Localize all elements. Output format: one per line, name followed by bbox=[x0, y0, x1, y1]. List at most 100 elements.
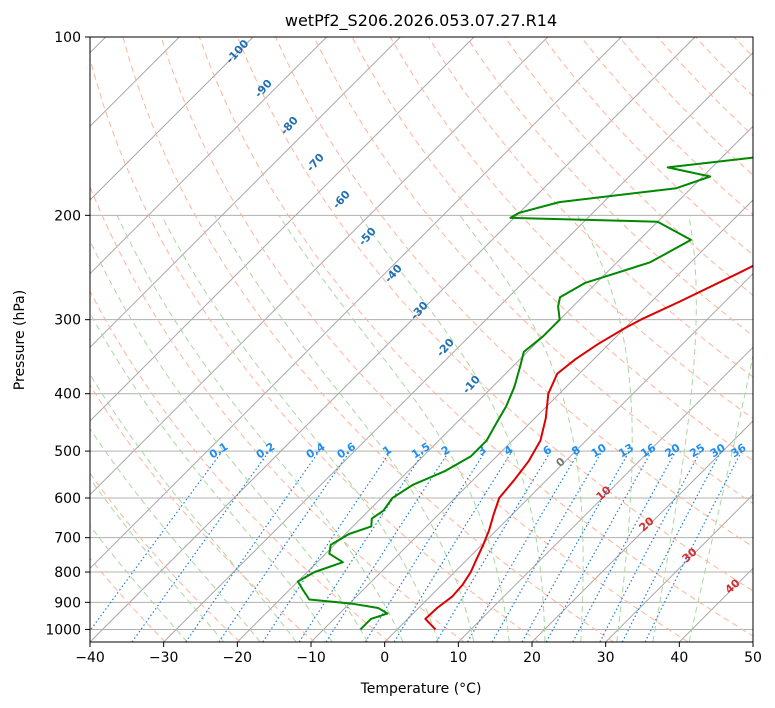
moist-adiabat-label: 20 bbox=[637, 514, 657, 534]
moist-adiabat-line bbox=[90, 239, 369, 642]
isotherm-line bbox=[752, 641, 753, 642]
isotherm-line bbox=[310, 199, 753, 642]
dry-adiabat-line bbox=[90, 56, 540, 642]
mixing-ratio-label: 6 bbox=[541, 443, 555, 458]
y-tick-label: 300 bbox=[54, 313, 81, 329]
dry-adiabat-label: -30 bbox=[408, 299, 431, 323]
isotherm-line bbox=[531, 420, 753, 642]
dry-adiabat-line bbox=[198, 37, 753, 637]
y-tick-label: 900 bbox=[54, 595, 81, 611]
moist-adiabat-label: 40 bbox=[723, 576, 743, 596]
x-tick-label: 0 bbox=[380, 650, 389, 666]
isotherm-line bbox=[457, 346, 753, 642]
x-tick-label: 10 bbox=[449, 650, 467, 666]
dry-adiabat-line bbox=[695, 37, 753, 97]
mixing-ratio-line bbox=[298, 450, 425, 642]
dry-adiabat-line bbox=[160, 37, 689, 642]
dry-adiabat-line bbox=[90, 472, 241, 642]
x-tick-label: −10 bbox=[296, 650, 326, 666]
dry-adiabat-label: -80 bbox=[278, 114, 301, 138]
moist-adiabat-line bbox=[90, 373, 297, 642]
dry-adiabat-label: -70 bbox=[304, 151, 327, 175]
dry-adiabat-label: -50 bbox=[356, 225, 379, 249]
mixing-ratio-line bbox=[435, 450, 552, 642]
isotherm-line bbox=[90, 37, 549, 496]
y-tick-label: 500 bbox=[54, 444, 81, 460]
mixing-ratio-label: 1.5 bbox=[409, 440, 432, 461]
x-tick-label: −20 bbox=[223, 650, 253, 666]
mixing-ratio-line bbox=[185, 450, 320, 642]
dry-adiabat-line bbox=[657, 37, 753, 137]
dry-adiabat-line bbox=[275, 37, 753, 548]
mixing-ratio-line bbox=[131, 450, 270, 642]
mixing-ratio-label: 0.6 bbox=[335, 440, 359, 462]
chart-title: wetPf2_S206.2026.053.07.27.R14 bbox=[285, 11, 557, 31]
mixing-ratio-label: 30 bbox=[708, 441, 728, 460]
mixing-ratio-line bbox=[644, 450, 743, 642]
mixing-ratio-line bbox=[325, 450, 450, 642]
dry-adiabat-line bbox=[237, 37, 753, 592]
moist-adiabat-line bbox=[90, 427, 261, 642]
mixing-ratio-line bbox=[393, 450, 513, 642]
mixing-ratio-label: 16 bbox=[638, 441, 658, 460]
dry-adiabat-label: -60 bbox=[330, 188, 353, 212]
dewpoint-profile-line bbox=[296, 156, 753, 631]
y-tick-label: 1000 bbox=[45, 622, 81, 638]
mixing-ratio-label: 36 bbox=[729, 441, 749, 460]
moist-adiabat-line bbox=[576, 215, 633, 642]
temperature-profile-line bbox=[424, 264, 753, 631]
y-axis-label: Pressure (hPa) bbox=[12, 290, 28, 390]
y-tick-label: 200 bbox=[54, 208, 81, 224]
moist-adiabat-label: 0 bbox=[553, 455, 568, 470]
plot-frame bbox=[89, 36, 754, 643]
dry-adiabat-line bbox=[90, 384, 316, 642]
dry-adiabat-line bbox=[313, 37, 753, 505]
dry-adiabat-line bbox=[389, 37, 753, 420]
mixing-ratio-line bbox=[599, 450, 702, 642]
moist-adiabat-line bbox=[161, 215, 439, 642]
dry-adiabat-label: -10 bbox=[460, 373, 483, 397]
isotherm-line bbox=[605, 493, 753, 642]
moist-adiabat-line bbox=[213, 215, 475, 642]
mixing-ratio-line bbox=[621, 450, 722, 642]
dry-adiabat-line bbox=[90, 290, 390, 642]
mixing-ratio-line bbox=[545, 450, 653, 642]
x-tick-label: −30 bbox=[149, 650, 179, 666]
moist-adiabat-line bbox=[90, 525, 188, 642]
x-tick-label: 20 bbox=[523, 650, 541, 666]
isotherm-line bbox=[90, 37, 328, 275]
moist-adiabat-label: 30 bbox=[680, 545, 700, 565]
dry-adiabat-line bbox=[733, 37, 753, 58]
y-tick-label: 800 bbox=[54, 565, 81, 581]
y-tick-label: 700 bbox=[54, 531, 81, 547]
dry-adiabat-line bbox=[542, 37, 753, 256]
x-tick-label: 50 bbox=[744, 650, 762, 666]
mixing-ratio-label: 20 bbox=[663, 441, 683, 460]
moist-adiabat-line bbox=[278, 215, 510, 642]
dry-adiabat-line bbox=[351, 37, 753, 462]
mixing-ratio-line bbox=[262, 450, 392, 642]
x-tick-label: −40 bbox=[75, 650, 105, 666]
mixing-ratio-label: 13 bbox=[616, 441, 636, 460]
dry-adiabat-line bbox=[90, 185, 465, 642]
isotherm-line bbox=[90, 37, 475, 422]
moist-adiabat-line bbox=[116, 215, 404, 642]
moist-adiabat-line bbox=[90, 477, 225, 642]
mixing-ratio-line bbox=[218, 450, 351, 642]
y-tick-label: 600 bbox=[54, 491, 81, 507]
isotherm-line bbox=[90, 37, 622, 570]
mixing-ratio-line bbox=[90, 450, 223, 632]
x-tick-label: 30 bbox=[597, 650, 615, 666]
isotherm-line bbox=[163, 51, 753, 642]
isotherm-line bbox=[90, 37, 254, 201]
moist-adiabat-line bbox=[652, 215, 697, 642]
moist-adiabat-line bbox=[358, 215, 546, 642]
x-axis-label: Temperature (°C) bbox=[360, 681, 482, 697]
dry-adiabat-line bbox=[504, 37, 753, 296]
dry-adiabat-line bbox=[427, 37, 753, 378]
y-tick-label: 400 bbox=[54, 387, 81, 403]
mixing-ratio-label: 25 bbox=[687, 441, 707, 460]
mixing-ratio-label: 0.4 bbox=[304, 440, 328, 462]
isotherm-line bbox=[90, 37, 401, 349]
